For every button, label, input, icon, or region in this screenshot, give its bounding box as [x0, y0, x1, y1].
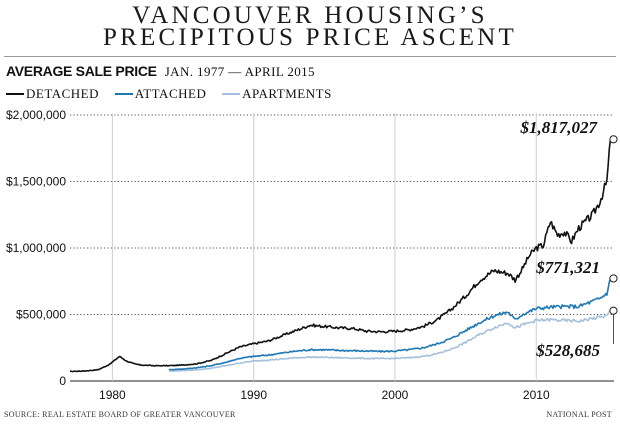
y-tick-label: $1,000,000: [6, 241, 66, 255]
end-marker-attached: [609, 274, 618, 283]
legend-label-detached: DETACHED: [26, 86, 100, 101]
legend-swatch-detached: [6, 93, 24, 96]
y-tick-label: $1,500,000: [6, 175, 66, 189]
legend-swatch-apartments: [222, 93, 241, 96]
y-tick-label: 0: [59, 374, 66, 388]
legend-label-attached: ATTACHED: [134, 86, 207, 101]
legend-item-attached: ATTACHED: [114, 86, 207, 102]
end-label-apartments: $528,685: [535, 341, 600, 360]
x-tick-label: 2010: [523, 388, 550, 402]
legend: DETACHED ATTACHED APARTMENTS: [6, 86, 344, 102]
series-line-apartments: [168, 309, 611, 372]
subtitle-row: AVERAGE SALE PRICE JAN. 1977 — APRIL 201…: [6, 63, 315, 81]
end-label-attached: $771,321: [535, 258, 600, 277]
y-tick-label: $2,000,000: [6, 108, 66, 122]
x-tick-label: 1980: [99, 388, 126, 402]
end-marker-detached: [609, 135, 618, 144]
y-tick-label: $500,000: [16, 308, 66, 322]
chart-subtitle: AVERAGE SALE PRICE: [6, 63, 157, 79]
chart-title-line1: VANCOUVER HOUSING’S: [132, 2, 488, 29]
legend-item-apartments: APARTMENTS: [222, 86, 332, 102]
source-note: SOURCE: REAL ESTATE BOARD OF GREATER VAN…: [4, 410, 236, 419]
x-tick-label: 2000: [382, 388, 409, 402]
legend-label-apartments: APARTMENTS: [242, 86, 332, 101]
legend-item-detached: DETACHED: [6, 86, 99, 102]
legend-swatch-attached: [114, 93, 133, 96]
series-line-detached: [70, 139, 612, 373]
end-marker-apartments: [609, 306, 618, 315]
title-divider: [4, 56, 616, 57]
chart-title-line2: PRECIPITOUS PRICE ASCENT: [103, 24, 517, 51]
x-tick-label: 1990: [240, 388, 267, 402]
credit-note: NATIONAL POST: [546, 410, 612, 419]
end-label-detached: $1,817,027: [520, 118, 599, 137]
chart-date-range: JAN. 1977 — APRIL 2015: [164, 64, 315, 79]
series-line-attached: [168, 278, 612, 371]
